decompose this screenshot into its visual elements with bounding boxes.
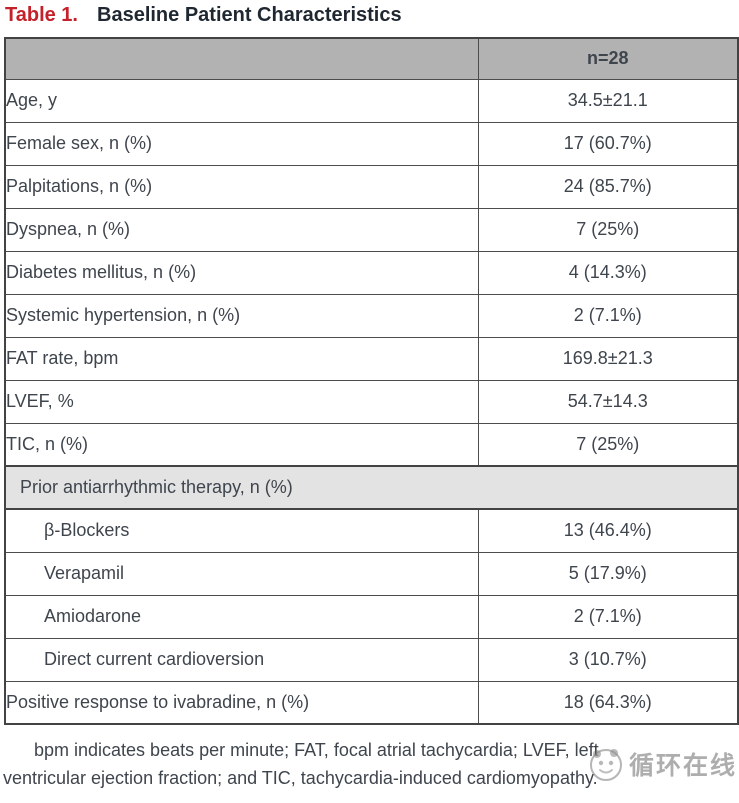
row-label: FAT rate, bpm xyxy=(4,336,479,381)
row-value: 4 (14.3%) xyxy=(477,250,739,295)
table-number: Table 1. xyxy=(5,4,78,26)
row-label: Palpitations, n (%) xyxy=(4,164,479,209)
row-value: 54.7±14.3 xyxy=(477,379,739,424)
row-label: Female sex, n (%) xyxy=(4,121,479,166)
row-value: 2 (7.1%) xyxy=(477,594,739,639)
row-label: Positive response to ivabradine, n (%) xyxy=(4,680,479,725)
row-value: 24 (85.7%) xyxy=(477,164,739,209)
section-label: Prior antiarrhythmic therapy, n (%) xyxy=(4,465,739,510)
row-label: Systemic hypertension, n (%) xyxy=(4,293,479,338)
footnote-line-1: bpm indicates beats per minute; FAT, foc… xyxy=(34,740,599,760)
row-label: Diabetes mellitus, n (%) xyxy=(4,250,479,295)
row-value: 5 (17.9%) xyxy=(477,551,739,596)
row-value: 2 (7.1%) xyxy=(477,293,739,338)
table-row: Amiodarone 2 (7.1%) xyxy=(4,594,739,639)
footnote-line-2: ventricular ejection fraction; and TIC, … xyxy=(3,768,598,788)
table-row: Dyspnea, n (%) 7 (25%) xyxy=(4,207,739,252)
table-row: TIC, n (%) 7 (25%) xyxy=(4,422,739,467)
row-value: 18 (64.3%) xyxy=(477,680,739,725)
row-label: β-Blockers xyxy=(4,508,479,553)
baseline-characteristics-table: n=28 Age, y 34.5±21.1 Female sex, n (%) … xyxy=(4,37,739,725)
row-label: LVEF, % xyxy=(4,379,479,424)
table-section-row: Prior antiarrhythmic therapy, n (%) xyxy=(4,465,739,510)
row-label: Amiodarone xyxy=(4,594,479,639)
row-value: 7 (25%) xyxy=(477,422,739,467)
table-row: Female sex, n (%) 17 (60.7%) xyxy=(4,121,739,166)
table-row: Positive response to ivabradine, n (%) 1… xyxy=(4,680,739,725)
header-n-cell: n=28 xyxy=(477,37,739,80)
table-row: Palpitations, n (%) 24 (85.7%) xyxy=(4,164,739,209)
table-row: LVEF, % 54.7±14.3 xyxy=(4,379,739,424)
table-caption: Baseline Patient Characteristics xyxy=(97,4,402,26)
row-label: Direct current cardioversion xyxy=(4,637,479,682)
table-row: Diabetes mellitus, n (%) 4 (14.3%) xyxy=(4,250,739,295)
table-title: Table 1. Baseline Patient Characteristics xyxy=(0,0,739,27)
row-value: 169.8±21.3 xyxy=(477,336,739,381)
table-row: Verapamil 5 (17.9%) xyxy=(4,551,739,596)
table-row: Direct current cardioversion 3 (10.7%) xyxy=(4,637,739,682)
row-value: 7 (25%) xyxy=(477,207,739,252)
row-value: 34.5±21.1 xyxy=(477,78,739,123)
row-label: TIC, n (%) xyxy=(4,422,479,467)
row-value: 3 (10.7%) xyxy=(477,637,739,682)
row-value: 17 (60.7%) xyxy=(477,121,739,166)
row-value: 13 (46.4%) xyxy=(477,508,739,553)
table-row: FAT rate, bpm 169.8±21.3 xyxy=(4,336,739,381)
header-empty-cell xyxy=(4,37,479,80)
row-label: Age, y xyxy=(4,78,479,123)
table-header-row: n=28 xyxy=(4,37,739,80)
table-row: β-Blockers 13 (46.4%) xyxy=(4,508,739,553)
table-row: Systemic hypertension, n (%) 2 (7.1%) xyxy=(4,293,739,338)
table-row: Age, y 34.5±21.1 xyxy=(4,78,739,123)
row-label: Verapamil xyxy=(4,551,479,596)
row-label: Dyspnea, n (%) xyxy=(4,207,479,252)
table-footnote: bpm indicates beats per minute; FAT, foc… xyxy=(3,736,737,792)
